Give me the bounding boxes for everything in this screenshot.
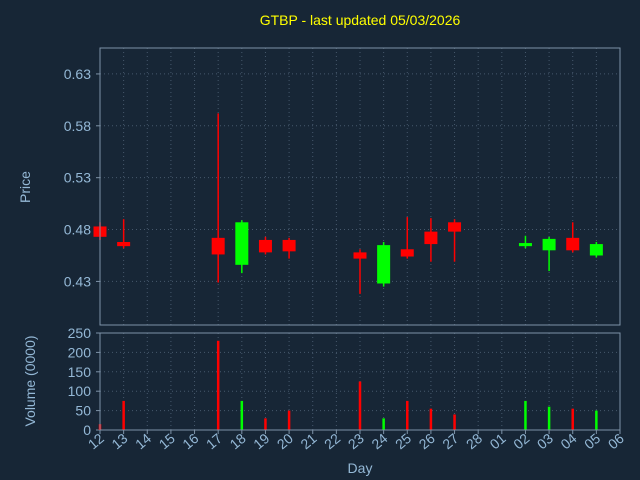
volume-tick-label: 0 xyxy=(83,422,91,438)
price-tick-label: 0.63 xyxy=(64,66,91,82)
x-axis-label: Day xyxy=(347,460,373,476)
volume-tick-label: 200 xyxy=(68,344,92,360)
candle-body xyxy=(353,252,367,259)
x-tick-label: 22 xyxy=(321,430,343,452)
volume-tick-label: 50 xyxy=(75,403,91,419)
x-tick-label: 01 xyxy=(487,430,509,452)
volume-bar xyxy=(240,400,244,430)
x-tick-label: 02 xyxy=(510,430,532,452)
candle-body xyxy=(235,222,249,265)
x-tick-label: 20 xyxy=(274,430,296,452)
x-tick-label: 14 xyxy=(132,430,154,452)
volume-bar xyxy=(358,381,362,430)
volume-tick-label: 100 xyxy=(68,383,92,399)
volume-tick-label: 250 xyxy=(68,325,92,341)
candle-body xyxy=(117,242,131,247)
x-tick-label: 05 xyxy=(581,430,603,452)
x-tick-label: 19 xyxy=(250,430,272,452)
x-tick-label: 04 xyxy=(557,430,579,452)
candle-body xyxy=(424,231,438,245)
price-panel-frame xyxy=(99,47,621,326)
x-tick-label: 24 xyxy=(368,430,390,452)
candle-body xyxy=(518,243,532,247)
volume-bar xyxy=(595,410,598,430)
candle-body xyxy=(589,244,603,256)
x-tick-label: 13 xyxy=(108,430,130,452)
chart-title: GTBP - last updated 05/03/2026 xyxy=(259,12,461,28)
price-tick-label: 0.48 xyxy=(64,222,91,238)
x-tick-label: 21 xyxy=(297,430,319,452)
volume-bar xyxy=(406,400,409,430)
x-tick-label: 18 xyxy=(227,430,249,452)
x-tick-label: 16 xyxy=(179,430,201,452)
candle-body xyxy=(566,237,580,251)
volume-bar xyxy=(122,400,125,430)
volume-bar xyxy=(524,400,527,430)
x-tick-label: 03 xyxy=(534,430,556,452)
volume-panel-frame xyxy=(99,332,621,431)
x-tick-label: 25 xyxy=(392,430,414,452)
candle-body xyxy=(377,245,391,284)
x-tick-label: 23 xyxy=(345,430,367,452)
candle-body xyxy=(448,222,462,232)
volume-bar xyxy=(264,418,267,430)
candle-body xyxy=(211,237,225,255)
candle-body xyxy=(400,249,414,257)
volume-bar xyxy=(382,418,385,430)
volume-tick-label: 150 xyxy=(68,364,92,380)
price-tick-label: 0.58 xyxy=(64,118,91,134)
x-tick-label: 06 xyxy=(605,430,627,452)
x-tick-label: 15 xyxy=(156,430,178,452)
candle-body xyxy=(258,239,272,253)
x-tick-label: 17 xyxy=(203,430,225,452)
price-tick-label: 0.43 xyxy=(64,273,91,289)
x-tick-label: 26 xyxy=(416,430,438,452)
price-tick-label: 0.53 xyxy=(64,170,91,186)
x-tick-label: 27 xyxy=(439,430,461,452)
volume-bar xyxy=(571,408,574,430)
volume-bar xyxy=(453,414,456,430)
candle-body xyxy=(542,238,556,251)
x-tick-label: 28 xyxy=(463,430,485,452)
volume-bar xyxy=(429,408,433,430)
candle-body xyxy=(282,239,296,252)
volume-bar xyxy=(547,406,551,430)
volume-bar xyxy=(287,410,291,430)
volume-bar xyxy=(216,340,220,430)
